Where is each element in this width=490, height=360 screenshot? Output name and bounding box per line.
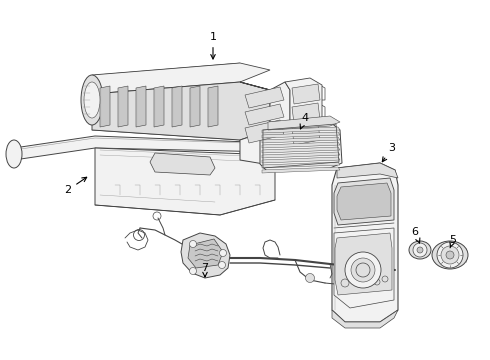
Polygon shape [363, 265, 385, 281]
Polygon shape [118, 86, 128, 127]
Polygon shape [262, 152, 340, 158]
Polygon shape [335, 233, 392, 295]
Polygon shape [100, 86, 110, 127]
Polygon shape [262, 127, 340, 133]
Ellipse shape [6, 140, 22, 168]
Polygon shape [245, 104, 284, 125]
Ellipse shape [84, 82, 100, 118]
Polygon shape [262, 147, 340, 153]
Polygon shape [292, 103, 320, 124]
Polygon shape [240, 130, 322, 160]
Polygon shape [292, 84, 320, 104]
Polygon shape [92, 63, 270, 94]
Text: 5: 5 [449, 235, 457, 248]
Polygon shape [181, 233, 230, 278]
Polygon shape [262, 132, 340, 138]
Polygon shape [188, 239, 223, 268]
Polygon shape [262, 137, 340, 143]
Polygon shape [14, 136, 275, 160]
Text: 4: 4 [300, 113, 309, 129]
Polygon shape [240, 82, 290, 165]
Text: 6: 6 [412, 227, 420, 243]
Text: 3: 3 [382, 143, 395, 162]
Circle shape [417, 247, 423, 253]
Text: 7: 7 [201, 263, 209, 277]
Polygon shape [332, 163, 398, 322]
Circle shape [220, 249, 226, 257]
Polygon shape [190, 86, 200, 127]
Circle shape [437, 242, 463, 268]
Circle shape [441, 246, 459, 264]
Ellipse shape [409, 241, 431, 259]
Circle shape [382, 276, 388, 282]
Polygon shape [337, 163, 398, 178]
Ellipse shape [81, 75, 103, 125]
Circle shape [446, 251, 454, 259]
Circle shape [190, 240, 196, 248]
Polygon shape [245, 120, 284, 143]
Polygon shape [260, 122, 342, 172]
Polygon shape [334, 228, 394, 308]
Polygon shape [334, 178, 394, 225]
Polygon shape [136, 86, 146, 127]
Text: 2: 2 [65, 177, 87, 195]
Circle shape [413, 243, 427, 257]
Polygon shape [150, 153, 215, 175]
Text: 1: 1 [210, 32, 217, 59]
Polygon shape [262, 167, 340, 173]
Polygon shape [337, 183, 391, 220]
Circle shape [341, 279, 349, 287]
Polygon shape [245, 87, 284, 108]
Polygon shape [95, 148, 275, 215]
Circle shape [190, 267, 196, 274]
Polygon shape [292, 122, 320, 145]
Polygon shape [92, 82, 270, 140]
Polygon shape [154, 86, 164, 127]
Circle shape [374, 279, 380, 285]
Polygon shape [262, 162, 340, 168]
Ellipse shape [432, 241, 468, 269]
Circle shape [219, 261, 225, 269]
Circle shape [345, 252, 381, 288]
Polygon shape [208, 86, 218, 127]
Polygon shape [172, 86, 182, 127]
Polygon shape [332, 310, 398, 328]
Polygon shape [262, 142, 340, 148]
Polygon shape [262, 157, 340, 163]
Circle shape [351, 258, 375, 282]
Circle shape [366, 276, 374, 284]
Polygon shape [285, 78, 322, 158]
Circle shape [305, 274, 315, 283]
Polygon shape [268, 116, 340, 130]
